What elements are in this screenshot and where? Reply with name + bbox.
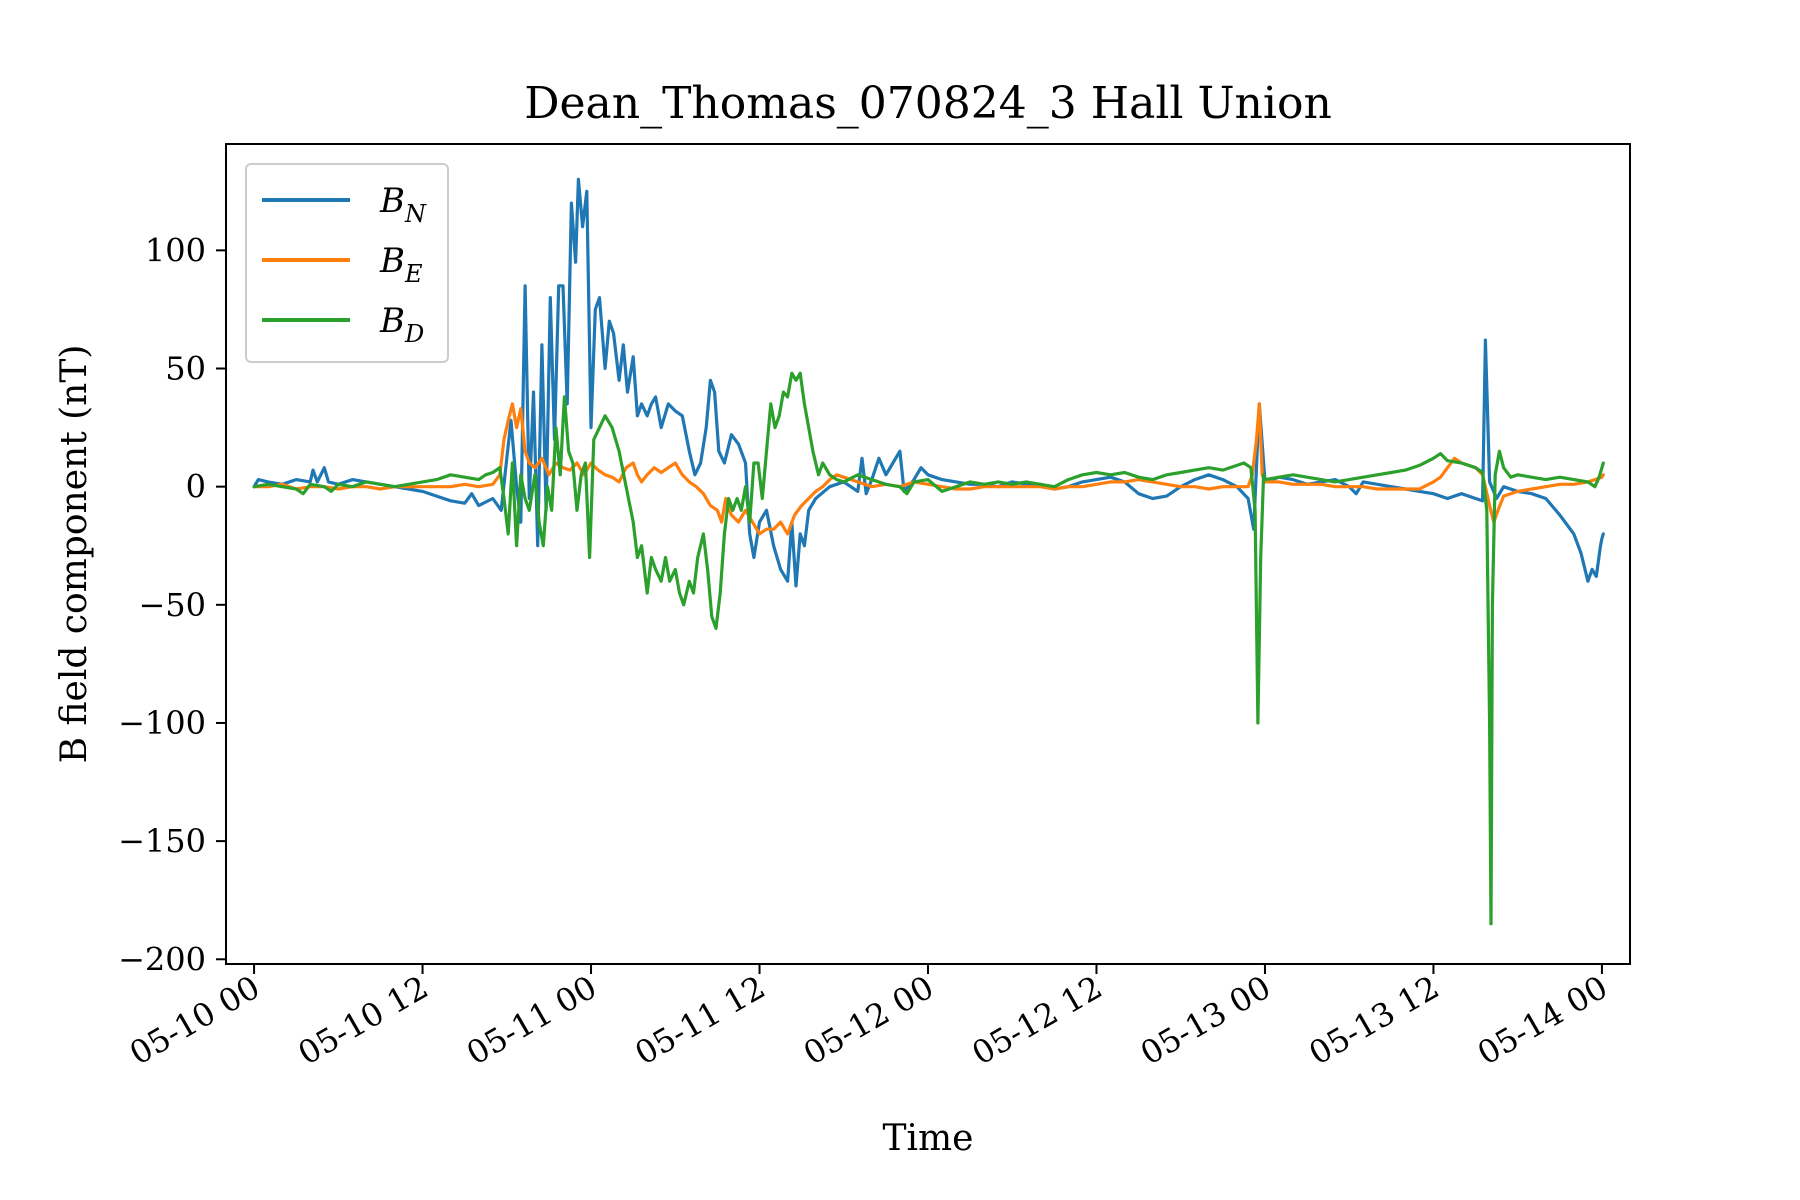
y-tick-label: −150 (118, 822, 206, 860)
legend-label-e: BE (379, 241, 423, 288)
plot-area (225, 143, 1631, 965)
y-axis: 100 50 0 −50 −100 −150 −200 (118, 231, 226, 978)
legend-label-base: B (379, 181, 405, 221)
legend-label-subscript: D (404, 320, 424, 348)
legend-label-subscript: N (404, 200, 427, 228)
series-line-e (252, 402, 1605, 536)
y-tick-label: −100 (118, 704, 206, 742)
legend-label-d: BD (379, 301, 424, 348)
series-layer (252, 177, 1605, 926)
legend-label-subscript: E (404, 260, 423, 288)
y-tick-label: −200 (118, 940, 206, 978)
y-tick-label: −50 (138, 586, 206, 624)
legend-box (245, 163, 449, 363)
legend-label-base: B (379, 301, 405, 341)
y-tick-label: 100 (145, 231, 206, 269)
series-line-d (252, 371, 1605, 926)
y-tick-label: 0 (186, 468, 206, 506)
y-axis-label: B field component (nT) (54, 345, 95, 764)
x-axis-label: Time (883, 1118, 974, 1159)
chart-title: Dean_Thomas_070824_3 Hall Union (524, 78, 1332, 129)
legend-label-n: BN (379, 181, 427, 228)
legend-label-base: B (379, 241, 405, 281)
y-tick-label: 50 (165, 349, 206, 387)
